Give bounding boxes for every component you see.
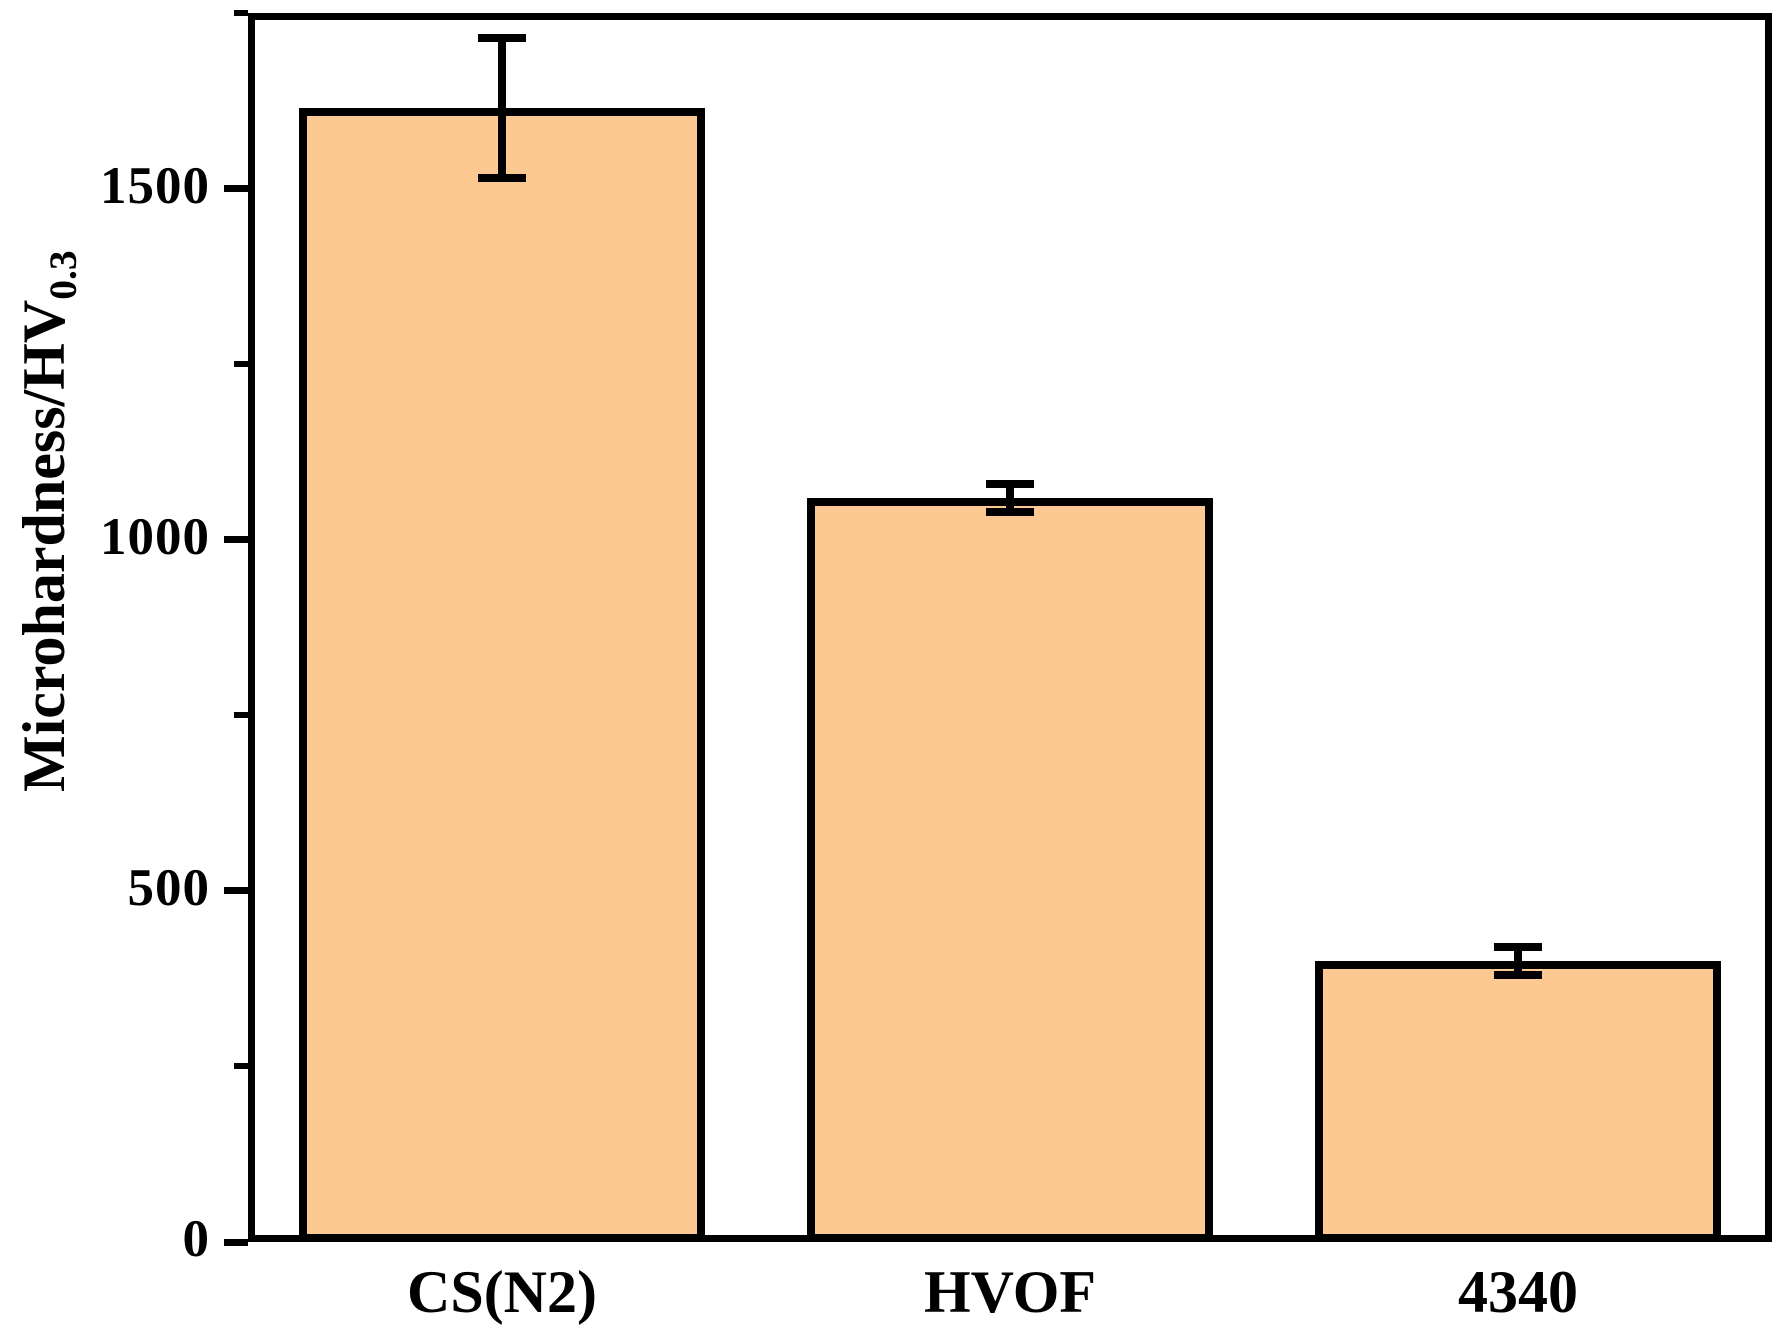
y-tick-label: 1500 [100,156,210,215]
y-tick-label: 1000 [100,507,210,566]
y-minor-tick [234,361,248,368]
y-minor-tick [234,10,248,16]
bar [1314,961,1722,1242]
y-major-tick [224,887,248,895]
y-tick-label: 0 [182,1210,210,1268]
error-bar-cap-bottom [478,174,526,183]
error-bar-line [498,37,506,179]
error-bar-cap-bottom [986,507,1034,516]
y-minor-tick [234,712,248,719]
y-tick-label: 500 [127,858,210,917]
y-major-tick [224,536,248,544]
y-major-tick [224,185,248,193]
x-category-label: HVOF [923,1259,1097,1325]
x-category-label: CS(N2) [407,1259,597,1325]
error-bar-line [1514,947,1522,976]
error-bar-cap-top [1494,943,1542,952]
bar [298,107,706,1242]
bar [806,497,1214,1242]
error-bar-cap-top [986,479,1034,488]
y-major-tick [224,1238,248,1246]
y-minor-tick [234,1063,248,1070]
error-bar-cap-bottom [1494,971,1542,980]
error-bar-cap-top [478,33,526,42]
y-axis-title-subscript: 0.3 [40,250,85,300]
x-category-label: 4340 [1458,1259,1578,1325]
error-bar-line [1006,483,1014,512]
